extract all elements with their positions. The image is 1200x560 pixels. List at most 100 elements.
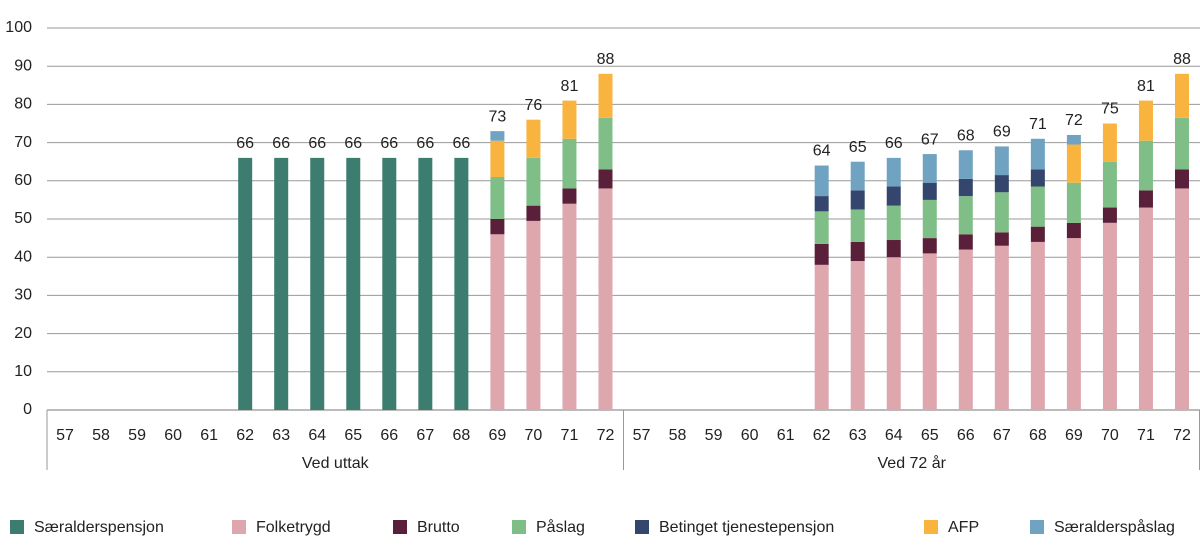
bar-segment (814, 165, 829, 197)
bar-segment (922, 182, 937, 200)
x-tick-label: 70 (525, 427, 543, 444)
bar-segment (238, 157, 253, 410)
bar-segment (850, 241, 865, 262)
bar-segment (526, 205, 541, 221)
x-tick-label: 72 (597, 427, 615, 444)
total-label: 64 (813, 143, 831, 160)
x-tick-label: 63 (849, 427, 867, 444)
y-tick-label: 10 (14, 363, 32, 380)
x-tick-label: 65 (344, 427, 362, 444)
y-tick-label: 30 (14, 287, 32, 304)
legend-swatch (393, 520, 407, 534)
legend-label: Brutto (417, 519, 460, 536)
bar-segment (994, 175, 1009, 193)
bar-segment (382, 157, 397, 410)
legend-label: Påslag (536, 518, 585, 536)
total-label: 67 (921, 131, 939, 148)
bar-segment (958, 196, 973, 235)
bar-segment (886, 186, 901, 206)
bar-segment (1102, 161, 1117, 208)
y-tick-label: 60 (14, 172, 32, 189)
bar-segment (1066, 238, 1081, 410)
x-tick-label: 68 (1029, 427, 1047, 444)
total-label: 68 (957, 127, 975, 144)
bar-segment (886, 157, 901, 187)
x-tick-label: 66 (957, 427, 975, 444)
x-tick-label: 59 (705, 427, 723, 444)
total-label: 76 (525, 97, 543, 114)
x-tick-label: 60 (741, 427, 759, 444)
bar-segment (850, 190, 865, 210)
total-label: 88 (597, 51, 615, 68)
legend-swatch (1030, 520, 1044, 534)
bar-segment (346, 157, 361, 410)
legend-label: Folketrygd (256, 519, 331, 536)
total-label: 71 (1029, 116, 1047, 133)
x-tick-label: 69 (1065, 427, 1083, 444)
bar-segment (562, 203, 577, 410)
total-label: 66 (344, 135, 362, 152)
legend-label: AFP (948, 519, 979, 536)
total-label: 75 (1101, 101, 1119, 118)
x-tick-label: 68 (452, 427, 470, 444)
bar-segment (1138, 140, 1153, 191)
bar-segment (922, 253, 937, 410)
total-label: 66 (885, 135, 903, 152)
bar-segment (1066, 182, 1081, 223)
total-label: 66 (416, 135, 434, 152)
total-label: 81 (561, 78, 579, 95)
x-tick-label: 58 (669, 427, 687, 444)
bar-segment (1102, 207, 1117, 223)
x-tick-label: 58 (92, 427, 110, 444)
bar-segment (1102, 222, 1117, 410)
total-label: 66 (380, 135, 398, 152)
y-tick-label: 80 (14, 96, 32, 113)
bar-segment (994, 245, 1009, 410)
bar-segment (1174, 169, 1189, 189)
bar-segment (1030, 138, 1045, 170)
bar-segment (1174, 188, 1189, 410)
x-tick-label: 64 (308, 427, 326, 444)
bar-segment (526, 119, 541, 158)
bar-segment (850, 161, 865, 191)
bar-segment (958, 234, 973, 250)
legend-swatch (10, 520, 24, 534)
bar-segment (598, 188, 613, 410)
x-tick-label: 63 (272, 427, 290, 444)
x-tick-label: 57 (56, 427, 74, 444)
bar-segment (598, 117, 613, 170)
x-tick-label: 72 (1173, 427, 1191, 444)
total-label: 66 (308, 135, 326, 152)
legend-swatch (512, 520, 526, 534)
y-tick-label: 50 (14, 210, 32, 227)
x-tick-label: 67 (993, 427, 1011, 444)
bar-segment (1030, 186, 1045, 227)
bar-segment (562, 100, 577, 139)
bar-segment (1066, 134, 1081, 145)
bar-segment (274, 157, 289, 410)
bar-segment (1174, 117, 1189, 170)
total-label: 69 (993, 124, 1011, 141)
x-tick-label: 61 (777, 427, 795, 444)
bar-segment (850, 261, 865, 410)
x-tick-label: 62 (236, 427, 254, 444)
total-label: 73 (488, 108, 506, 125)
bar-segment (922, 199, 937, 239)
bar-segment (562, 138, 577, 189)
bar-segment (814, 243, 829, 265)
legend-swatch (924, 520, 938, 534)
bar-segment (814, 264, 829, 410)
total-label: 65 (849, 139, 867, 156)
x-tick-label: 59 (128, 427, 146, 444)
bar-segment (814, 196, 829, 212)
legend-label: Betinget tjenestepensjon (659, 519, 834, 536)
bar-segment (1030, 226, 1045, 242)
total-label: 88 (1173, 51, 1191, 68)
total-label: 66 (272, 135, 290, 152)
bar-segment (1138, 190, 1153, 208)
x-tick-label: 71 (1137, 427, 1155, 444)
y-tick-label: 100 (5, 19, 32, 36)
x-tick-label: 70 (1101, 427, 1119, 444)
total-label: 66 (236, 135, 254, 152)
